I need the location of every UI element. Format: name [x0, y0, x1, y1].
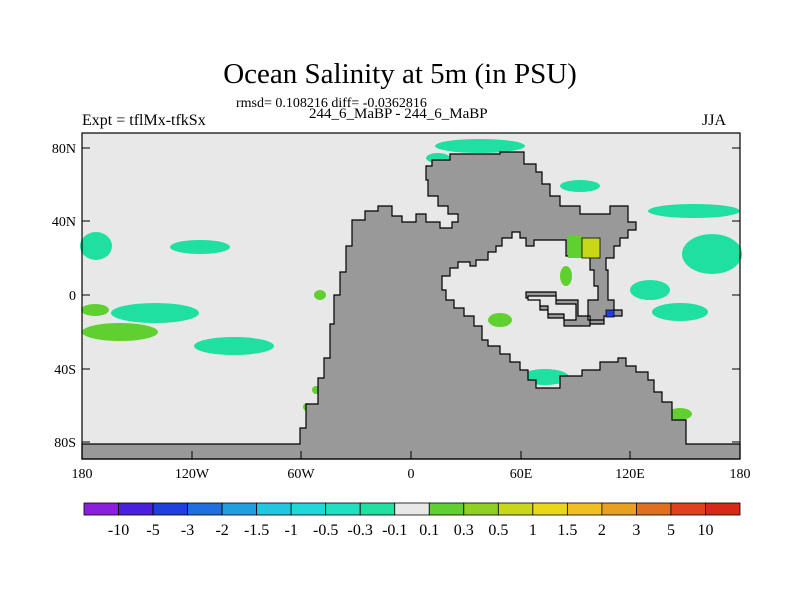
y-tick-label: 40S: [54, 363, 76, 378]
colorbar-label: 2: [598, 522, 606, 539]
colorbar-box: [325, 502, 361, 516]
colorbar-box: [566, 502, 603, 516]
anomaly-patch: [170, 240, 230, 254]
colorbar-box: [118, 502, 154, 516]
colorbar-label: 1: [529, 522, 537, 539]
anomaly-patch: [682, 234, 742, 274]
anomaly-patch: [82, 323, 158, 341]
x-axis-ticks: [81, 451, 741, 459]
colorbar-box: [359, 502, 396, 516]
salinity-anomaly-patches: [80, 139, 742, 420]
colorbar-box: [497, 502, 534, 516]
colorbar-label: 0.1: [419, 522, 439, 539]
experiment-label: Expt = tflMx-tfkSx: [82, 112, 206, 129]
x-tick-label: 120E: [615, 467, 645, 482]
inner-sea: [527, 295, 577, 321]
colorbar-label: -0.1: [382, 522, 407, 539]
map-title: Ocean Salinity at 5m (in PSU): [223, 58, 577, 90]
anomaly-patch: [80, 232, 112, 260]
colorbar-box: [532, 502, 568, 516]
y-tick-labels: 80N 40N 0 40S 80S: [52, 142, 76, 451]
colorbar-box: [221, 502, 258, 516]
landmass: [81, 151, 741, 460]
colorbar-label: -0.3: [348, 522, 373, 539]
x-tick-label: 180: [72, 467, 93, 482]
anomaly-patch: [581, 237, 601, 259]
colorbar-box: [601, 502, 637, 516]
anomaly-patch: [605, 309, 615, 318]
rmsd-diff-stats: rmsd= 0.108216 diff= -0.0362816: [236, 96, 427, 111]
y-tick-label: 80S: [54, 436, 76, 451]
anomaly-patch: [435, 139, 525, 153]
colorbar-box: [187, 502, 223, 516]
colorbar-label: -3: [181, 522, 194, 539]
y-tick-label: 0: [69, 289, 76, 304]
anomaly-patch: [314, 290, 326, 300]
colorbar-labels: -10 -5 -3 -2 -1.5 -1 -0.5 -0.3 -0.1 0.1 0.3 0.5 1 1.5…: [108, 522, 714, 539]
colorbar-label: -1.5: [244, 522, 269, 539]
y-tick-label: 80N: [52, 142, 76, 157]
x-tick-label: 180: [730, 467, 751, 482]
anomaly-patch: [560, 180, 600, 192]
colorbar-label: -0.5: [313, 522, 338, 539]
anomaly-patch: [668, 408, 692, 420]
colorbar-label: 0.5: [488, 522, 508, 539]
colorbar-label: 0.3: [454, 522, 474, 539]
x-tick-label: 60E: [510, 467, 533, 482]
colorbar: [83, 502, 741, 516]
colorbar-label: -10: [108, 522, 129, 539]
colorbar-box: [670, 502, 706, 516]
colorbar-box: [428, 502, 465, 516]
anomaly-patch: [81, 304, 109, 316]
colorbar-box: [705, 502, 741, 516]
x-tick-label: 120W: [175, 467, 210, 482]
anomaly-patch: [630, 280, 670, 300]
colorbar-box: [394, 502, 430, 516]
anomaly-patch: [111, 303, 199, 323]
colorbar-box: [636, 502, 672, 516]
colorbar-label: -1: [284, 522, 297, 539]
colorbar-label: -2: [215, 522, 228, 539]
colorbar-label: 10: [697, 522, 713, 539]
colorbar-box: [83, 502, 119, 516]
colorbar-box: [463, 502, 499, 516]
anomaly-patch: [488, 313, 512, 327]
anomaly-patch: [648, 204, 740, 218]
colorbar-label: 3: [632, 522, 640, 539]
x-tick-label: 0: [408, 467, 415, 482]
y-tick-label: 40N: [52, 215, 76, 230]
anomaly-patch: [652, 303, 708, 321]
y-axis-ticks: [82, 147, 740, 443]
x-tick-label: 60W: [287, 467, 315, 482]
anomaly-patch: [568, 236, 582, 258]
season-label: JJA: [702, 112, 727, 129]
colorbar-label: -5: [146, 522, 159, 539]
colorbar-box: [290, 502, 327, 516]
colorbar-box: [152, 502, 188, 516]
colorbar-label: 5: [667, 522, 675, 539]
colorbar-box: [256, 502, 292, 516]
x-tick-labels: 180 120W 60W 0 60E 120E 180: [72, 467, 751, 482]
anomaly-patch: [560, 266, 572, 286]
anomaly-patch: [194, 337, 274, 355]
colorbar-label: 1.5: [557, 522, 577, 539]
experiment-subtitle: 244_6_MaBP - 244_6_MaBP: [309, 106, 488, 122]
